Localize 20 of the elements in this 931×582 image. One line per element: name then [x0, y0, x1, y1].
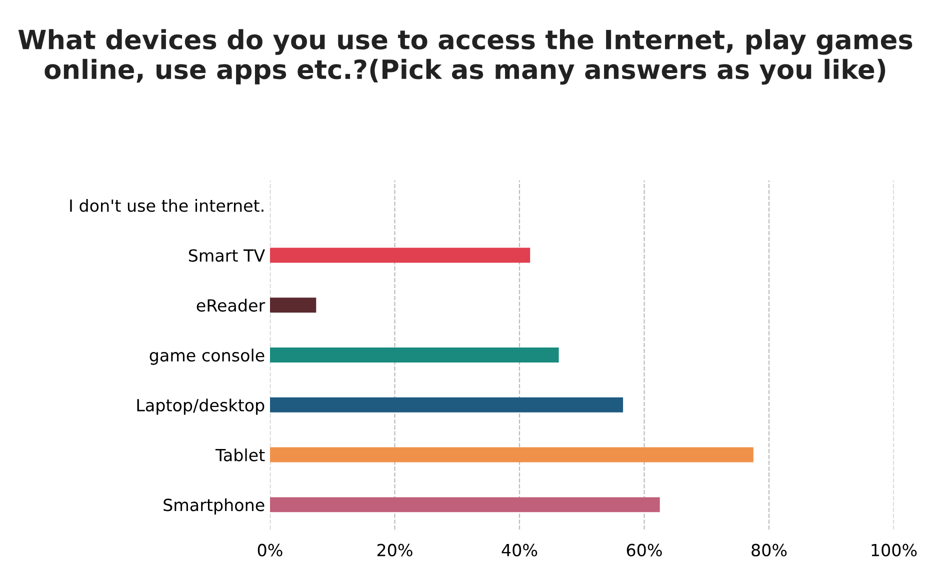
chart-title: What devices do you use to access the Internet, play games online, use apps etc.?(Pick as many answers as you like)	[18, 29, 912, 85]
y-tick-label: Smart TV	[188, 249, 265, 262]
bar	[270, 447, 754, 462]
x-tick-label: 80%	[752, 544, 787, 556]
y-tick-label: I don't use the internet.	[70, 199, 264, 212]
y-tick-label: Tablet	[215, 448, 265, 462]
bar	[270, 348, 559, 363]
bar	[270, 298, 316, 313]
bar	[270, 397, 624, 412]
bar	[270, 248, 530, 263]
x-tick-label: 20%	[377, 544, 412, 556]
x-tick-label: 40%	[502, 544, 538, 556]
y-tick-label: eReader	[196, 298, 266, 312]
y-tick-label: Laptop/desktop	[137, 398, 264, 415]
x-tick-label: 60%	[626, 544, 662, 556]
x-tick-label: 0%	[258, 544, 282, 556]
y-tick-label: Smartphone	[164, 498, 264, 514]
x-tick-label: 100%	[872, 544, 917, 556]
bar	[270, 497, 660, 512]
y-tick-label: game console	[150, 348, 264, 365]
